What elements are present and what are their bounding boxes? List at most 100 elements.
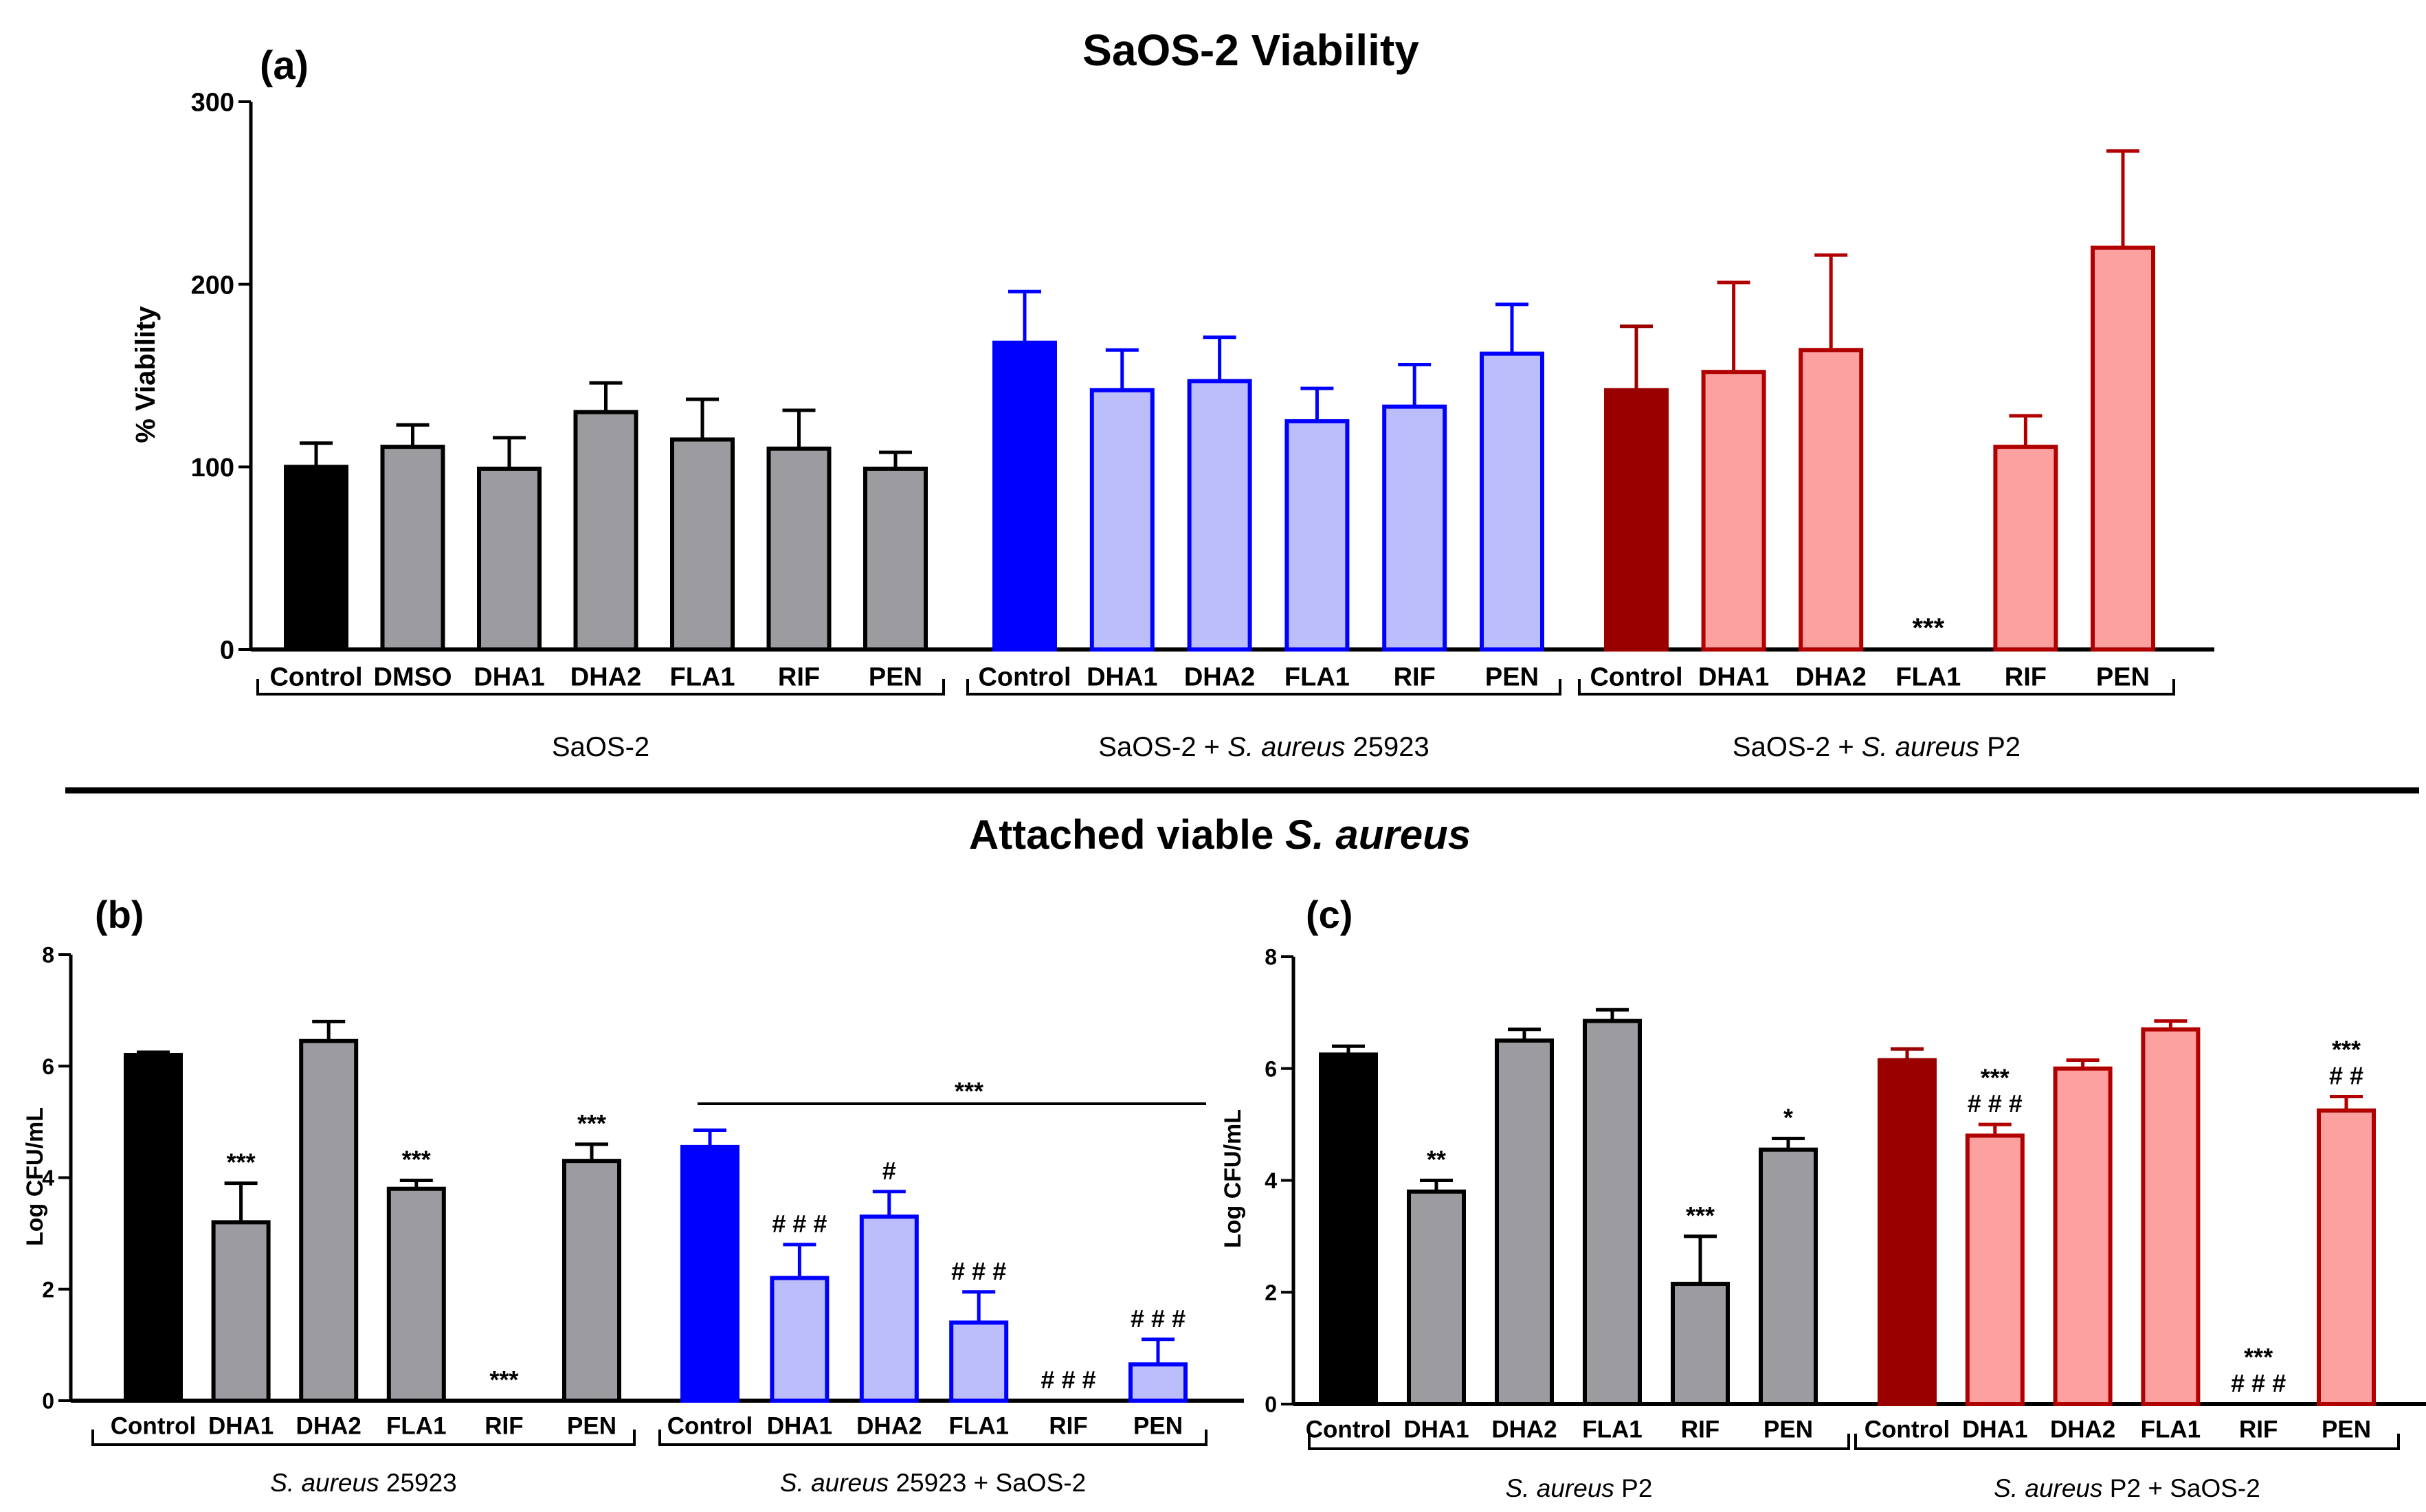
significance-annotation: # # # [951,1257,1006,1285]
group-label: S. aureus 25923 + SaOS-2 [780,1469,1086,1497]
x-tick-label-dha1: DHA1 [767,1412,832,1439]
group-bracket [1578,679,2175,696]
bar-fla1 [386,1186,446,1403]
bar-rif [1671,1282,1730,1406]
x-tick-label-dha1: DHA1 [474,663,544,691]
bar-pen [1480,351,1544,652]
group-label-part: S. aureus [1227,732,1345,762]
panel-c-cfu-chart: (c) 0 2 4 6 8 Log CFU/mL Control ** DHA1 DHA2 FLA1 *… [1220,893,2426,1502]
bar-dha1 [211,1220,271,1403]
group-label-part: S. aureus [780,1469,889,1497]
y-tick-label: 8 [42,943,54,968]
x-tick-label-pen: PEN [567,1412,616,1439]
bar-control [1604,388,1669,652]
y-tick-label: 0 [1265,1392,1277,1417]
x-tick-label-dha2: DHA2 [856,1412,922,1439]
x-tick-label-pen: PEN [1763,1416,1813,1443]
bar-control [1878,1058,1937,1406]
bar-pen [2091,245,2155,652]
x-tick-label-rif: RIF [2005,663,2047,691]
x-tick-label-rif: RIF [1394,663,1436,691]
significance-annotation: *** [489,1366,518,1394]
bar-dha2 [1495,1038,1554,1406]
group-bracket [966,679,1561,696]
panel-label: (a) [260,43,309,88]
group-label-part: S. aureus [1994,1474,2102,1502]
significance-annotation: *** [1912,613,1944,643]
bar-control [680,1144,739,1403]
bar-dha1 [1965,1133,2025,1407]
bar-control [992,340,1057,652]
x-tick-label-dha1: DHA1 [1087,663,1157,691]
x-tick-label-rif: RIF [1681,1416,1720,1443]
group-label-part: SaOS-2 + [1098,732,1227,762]
x-tick-label-control: Control [1865,1416,1950,1443]
x-tick-label-pen: PEN [2096,663,2150,691]
x-tick-label-rif: RIF [1049,1412,1087,1439]
y-tick-label: 4 [1265,1168,1277,1193]
significance-annotation: *** # # # [2231,1343,2286,1397]
x-tick-label-dha2: DHA2 [2050,1416,2115,1443]
bar-rif [1382,404,1447,652]
bar-fla1 [949,1320,1009,1403]
group-bracket [256,679,945,696]
bar-control [1319,1052,1378,1406]
significance-annotation: # # # [772,1210,827,1238]
group-label-part: S. aureus [270,1469,379,1497]
bar-dha2 [1799,348,1864,652]
bar-pen [562,1159,621,1403]
y-tick-label: 2 [1265,1280,1277,1305]
group-label-part: P2 [1979,732,2021,762]
x-tick-label-dha2: DHA2 [1491,1416,1557,1443]
x-tick-label-control: Control [111,1412,196,1439]
y-tick-label: 6 [1265,1056,1277,1081]
y-tick-label: 100 [191,454,234,482]
y-tick-label: 0 [42,1389,54,1414]
group-label: S. aureus 25923 [270,1469,457,1497]
significance-annotation: # [882,1157,896,1185]
significance-annotation: *** # # # [1968,1063,2023,1118]
y-axis-label: % Viability [131,306,161,443]
significance-annotation: * [1783,1103,1793,1131]
bar-dha2 [1187,379,1252,652]
panel-label: (b) [95,893,144,936]
bar-dha2 [573,410,638,652]
x-tick-label-control: Control [269,663,362,691]
bar-fla1 [1583,1019,1642,1407]
group-bracket [1308,1434,1850,1450]
x-tick-label-rif: RIF [2239,1416,2278,1443]
x-tick-label-rif: RIF [778,663,820,691]
x-tick-label-control: Control [978,663,1071,691]
group-label: S. aureus P2 [1506,1474,1653,1502]
x-tick-label-fla1: FLA1 [670,663,735,691]
significance-annotation: # # # [1131,1304,1186,1333]
panel-label: (c) [1306,893,1353,936]
significance-annotation: *** # # [2329,1036,2363,1090]
section-title-attached: Attached viable S. aureus [969,812,1471,858]
bar-dha1 [1089,388,1155,652]
x-tick-label-fla1: FLA1 [1582,1416,1643,1443]
significance-annotation: # # # [1041,1366,1096,1394]
bar-dha2 [2053,1066,2113,1406]
x-tick-label-pen: PEN [2322,1416,2371,1443]
x-tick-label-dmso: DMSO [374,663,452,691]
x-tick-label-fla1: FLA1 [386,1412,447,1439]
bar-rif [766,446,832,652]
bar-pen [1759,1147,1818,1407]
group-label: S. aureus P2 + SaOS-2 [1994,1474,2260,1502]
group-label-part: P2 [1614,1474,1653,1502]
x-tick-label-control: Control [1590,663,1682,691]
significance-annotation: ** [1427,1146,1446,1174]
x-tick-label-dha2: DHA2 [1795,663,1866,691]
significance-line-label: *** [955,1077,983,1105]
group-label: SaOS-2 + S. aureus 25923 [1098,732,1429,762]
bar-pen [863,466,928,652]
y-axis-label: Log CFU/mL [1220,1109,1246,1248]
significance-annotation: *** [227,1148,256,1177]
x-tick-label-dha1: DHA1 [208,1412,274,1439]
bar-pen [2317,1108,2376,1406]
significance-annotation: *** [1686,1201,1715,1230]
bar-dmso [380,445,445,652]
group-label-part: 25923 + SaOS-2 [889,1469,1086,1497]
